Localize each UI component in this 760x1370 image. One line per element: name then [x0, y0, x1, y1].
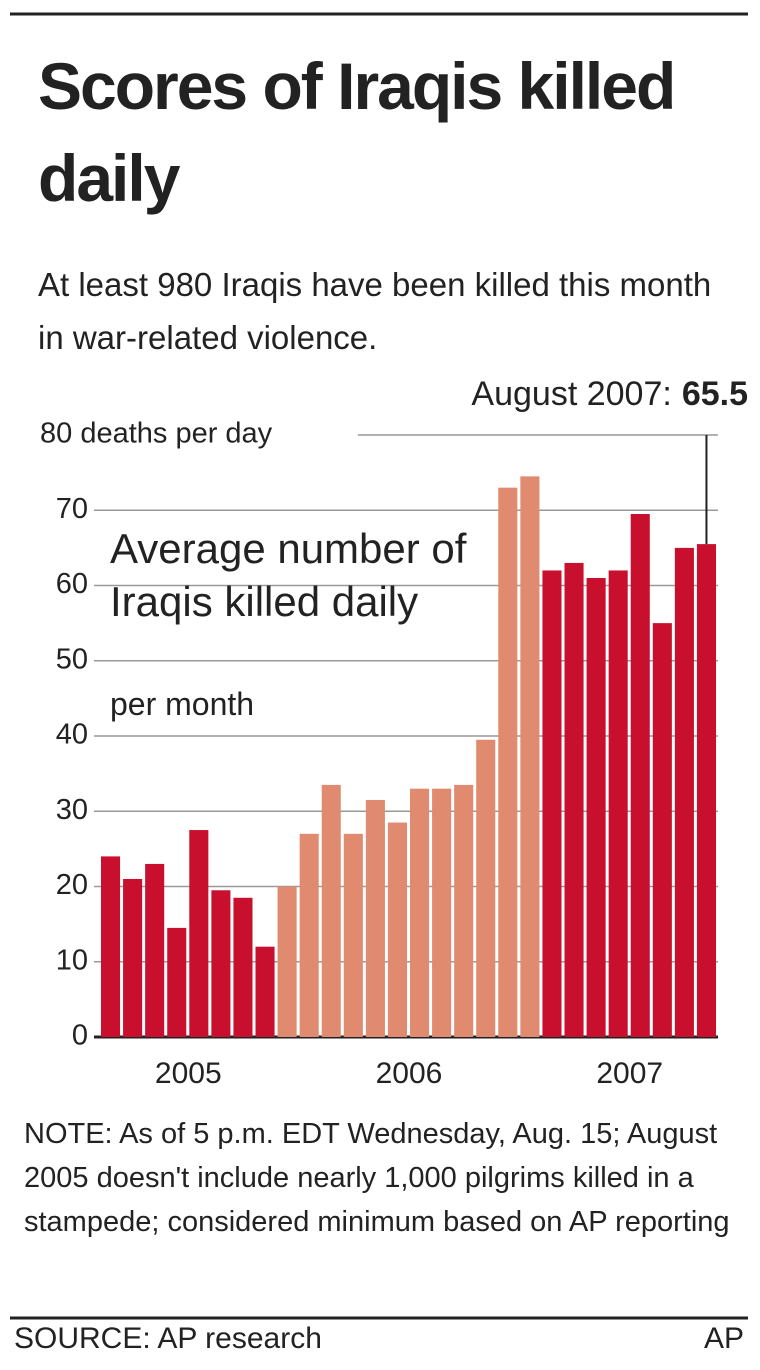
- y-tick-label: 40: [56, 719, 88, 751]
- note: NOTE: As of 5 p.m. EDT Wednesday, Aug. 1…: [24, 1118, 730, 1238]
- chart-label: Average number of Iraqis killed daily: [110, 525, 467, 625]
- annotation-text: August 2007:: [471, 375, 671, 413]
- y-tick-label: 80 deaths per day: [40, 418, 273, 450]
- bar: [123, 878, 143, 1037]
- y-tick-label: 50: [56, 643, 88, 675]
- source: SOURCE: AP research: [14, 1322, 322, 1355]
- y-tick-label: 70: [56, 493, 88, 525]
- y-tick-label: 20: [56, 869, 88, 901]
- bar: [630, 514, 650, 1037]
- annotation-value: 65.5: [682, 375, 748, 413]
- bar: [277, 886, 297, 1037]
- bar: [387, 822, 407, 1037]
- bar: [299, 833, 319, 1037]
- bar: [101, 856, 121, 1037]
- bar: [586, 577, 606, 1037]
- bar: [476, 739, 496, 1037]
- bar: [255, 946, 275, 1037]
- x-group-label: 2006: [376, 1057, 443, 1090]
- bar: [608, 570, 628, 1037]
- bar: [167, 927, 187, 1037]
- bar: [498, 487, 518, 1037]
- bar: [520, 476, 540, 1037]
- bar: [321, 784, 341, 1037]
- bar: [432, 788, 452, 1037]
- y-tick-label: 10: [56, 944, 88, 976]
- bar: [145, 863, 165, 1037]
- bar: [365, 799, 385, 1037]
- x-group-label: 2007: [596, 1057, 663, 1090]
- bar: [564, 562, 584, 1037]
- bars: [101, 476, 716, 1037]
- bar: [211, 890, 231, 1037]
- bar: [674, 547, 694, 1037]
- bar: [454, 784, 474, 1037]
- foreground: 0 10 20 30 40 50 60 70 80 deaths per day 2005 2006…: [40, 375, 748, 1090]
- chart-title: Scores of Iraqis killed daily: [38, 49, 676, 215]
- y-tick-label: 30: [56, 794, 88, 826]
- chart-sublabel: per month: [110, 686, 255, 722]
- bar: [696, 544, 716, 1037]
- y-tick-label: 60: [56, 568, 88, 600]
- x-group-label: 2005: [155, 1057, 222, 1090]
- bar: [189, 830, 209, 1037]
- bar: [652, 623, 672, 1037]
- bar: [343, 833, 363, 1037]
- annotation: August 2007: 65.5: [471, 375, 748, 413]
- credit: AP: [703, 1322, 744, 1355]
- subtitle: At least 980 Iraqis have been killed thi…: [38, 266, 712, 356]
- y-tick-label: 0: [72, 1020, 88, 1052]
- bar: [410, 788, 430, 1037]
- bar: [233, 897, 253, 1037]
- bar: [542, 570, 562, 1037]
